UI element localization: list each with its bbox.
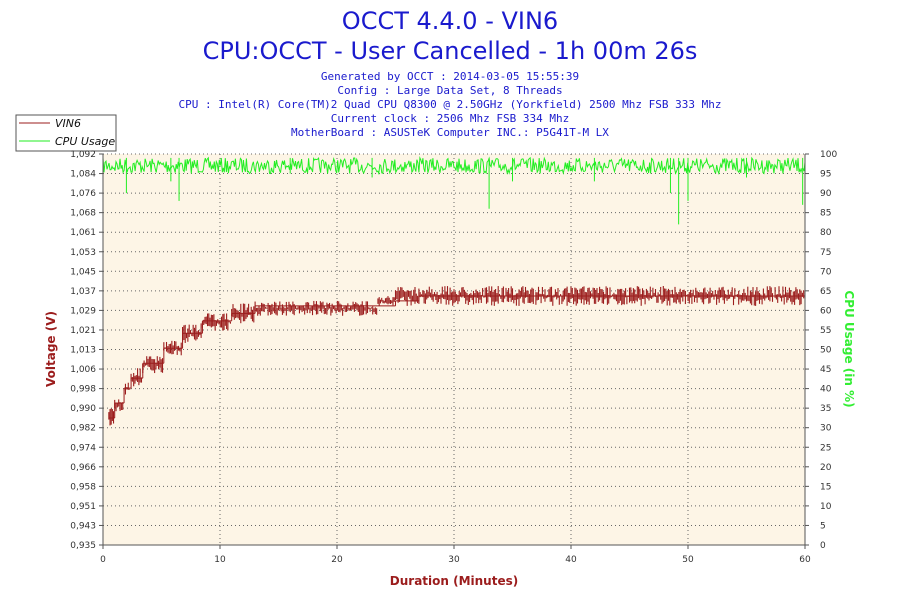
- y-tick-label-right: 95: [820, 170, 831, 180]
- y-tick-label-left: 1,053: [70, 248, 96, 258]
- x-tick-label: 10: [214, 555, 226, 565]
- y-tick-label-right: 15: [820, 482, 831, 492]
- y-tick-label-left: 1,092: [70, 150, 96, 160]
- x-tick-label: 20: [331, 555, 343, 565]
- y-tick-label-left: 1,068: [70, 209, 96, 219]
- y-tick-label-left: 1,013: [70, 346, 96, 356]
- y-ticks-left: 0,935 0,943 0,951 0,958 0,966 0,974 0,982 0,990…: [70, 150, 103, 551]
- y-tick-label-left: 0,958: [70, 482, 96, 492]
- y-axis-right-title: CPU Usage (in %): [842, 290, 856, 407]
- x-tick-label: 40: [565, 555, 577, 565]
- y-tick-label-right: 20: [820, 463, 832, 473]
- legend: VIN6 CPU Usage: [15, 114, 117, 152]
- x-axis-title: Duration (Minutes): [390, 574, 518, 588]
- y-tick-label-right: 10: [820, 502, 832, 512]
- info-motherboard: MotherBoard : ASUSTeK Computer INC.: P5G…: [291, 126, 609, 139]
- y-tick-label-right: 40: [820, 385, 832, 395]
- chart-subtitle: CPU:OCCT - User Cancelled - 1h 00m 26s: [203, 37, 698, 65]
- x-tick-label: 0: [100, 555, 106, 565]
- y-tick-label-right: 65: [820, 287, 831, 297]
- y-tick-label-left: 0,966: [70, 463, 96, 473]
- y-tick-label-left: 0,998: [70, 385, 96, 395]
- y-tick-label-right: 0: [820, 541, 826, 551]
- legend-label-cpu-usage: CPU Usage: [55, 135, 115, 148]
- y-tick-label-left: 1,021: [70, 326, 96, 336]
- y-tick-label-left: 0,974: [70, 443, 96, 453]
- y-tick-label-left: 1,061: [70, 228, 96, 238]
- info-generated: Generated by OCCT : 2014-03-05 15:55:39: [321, 70, 579, 83]
- y-tick-label-right: 90: [820, 189, 832, 199]
- y-tick-label-right: 50: [820, 346, 832, 356]
- chart-title: OCCT 4.4.0 - VIN6: [342, 7, 558, 35]
- y-tick-label-left: 0,990: [70, 404, 96, 414]
- y-tick-label-left: 1,006: [70, 365, 96, 375]
- y-tick-label-right: 35: [820, 404, 831, 414]
- info-cpu: CPU : Intel(R) Core(TM)2 Quad CPU Q8300 …: [178, 98, 721, 111]
- y-tick-label-right: 45: [820, 365, 831, 375]
- y-tick-label-left: 1,045: [70, 267, 96, 277]
- y-tick-label-left: 1,076: [70, 189, 96, 199]
- x-tick-label: 30: [448, 555, 460, 565]
- y-tick-label-left: 0,982: [70, 424, 96, 434]
- x-tick-label: 60: [799, 555, 811, 565]
- y-tick-label-right: 100: [820, 150, 837, 160]
- y-tick-label-right: 30: [820, 424, 832, 434]
- y-ticks-right: 0 5 10 15 20 25 30 35 40 45 50 55 60 65 70 75 80 85 90 95 10…: [805, 150, 837, 551]
- legend-box: [15, 114, 117, 152]
- y-tick-label-left: 1,037: [70, 287, 96, 297]
- x-ticks: 0 10 20 30 40 50 60: [100, 545, 811, 565]
- y-tick-label-right: 75: [820, 248, 831, 258]
- x-tick-label: 50: [682, 555, 694, 565]
- y-tick-label-right: 55: [820, 326, 831, 336]
- y-tick-label-right: 5: [820, 521, 826, 531]
- series-cpu-usage: [102, 155, 806, 225]
- y-tick-label-right: 80: [820, 228, 832, 238]
- y-tick-label-right: 25: [820, 443, 831, 453]
- y-tick-label-left: 0,951: [70, 502, 96, 512]
- y-tick-label-left: 1,084: [70, 170, 96, 180]
- y-axis-left-title: Voltage (V): [44, 311, 58, 387]
- y-tick-label-right: 60: [820, 306, 832, 316]
- y-tick-label-left: 0,935: [70, 541, 96, 551]
- info-config: Config : Large Data Set, 8 Threads: [337, 84, 562, 97]
- legend-label-vin6: VIN6: [55, 117, 81, 130]
- y-tick-label-left: 1,029: [70, 306, 96, 316]
- y-tick-label-right: 85: [820, 209, 831, 219]
- y-tick-label-right: 70: [820, 267, 832, 277]
- info-current-clock: Current clock : 2506 Mhz FSB 334 Mhz: [331, 112, 569, 125]
- series-vin6: [108, 285, 805, 426]
- y-tick-label-left: 0,943: [70, 521, 96, 531]
